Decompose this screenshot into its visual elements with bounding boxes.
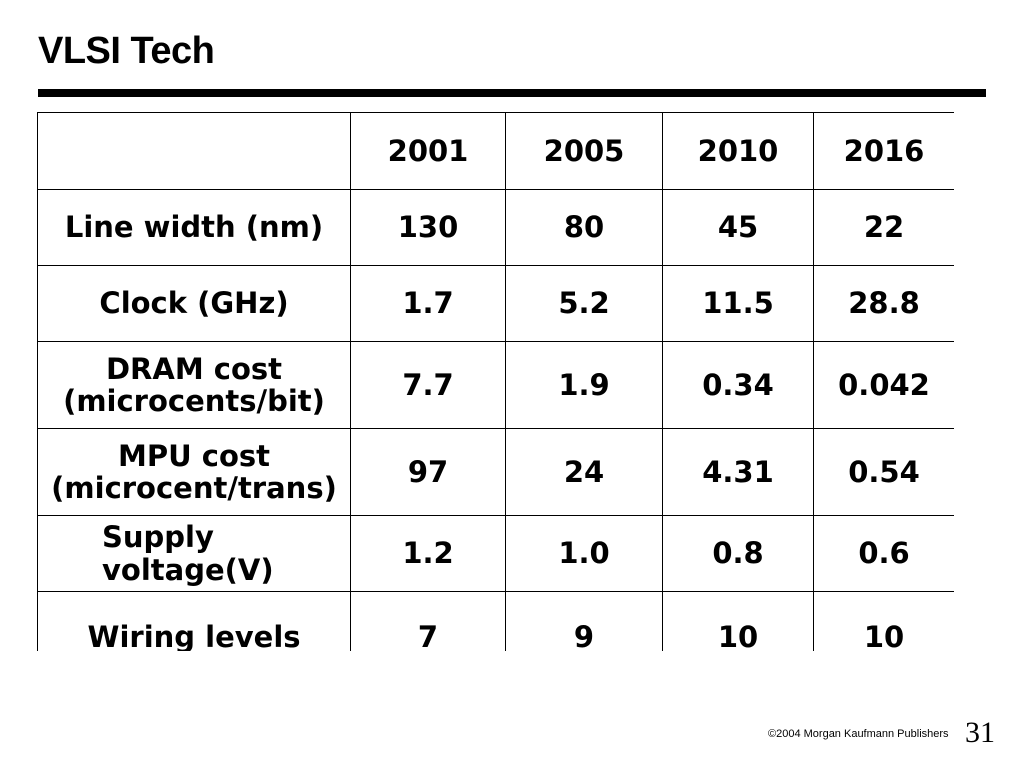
row-label: MPU cost (microcent/trans) xyxy=(37,428,351,516)
row-label: Wiring levels xyxy=(37,591,351,651)
table-row: MPU cost (microcent/trans) 97 24 4.31 0.… xyxy=(37,428,954,516)
table-cell: 28.8 xyxy=(813,265,954,342)
slide-title: VLSI Tech xyxy=(38,30,215,72)
table-cell: 4.31 xyxy=(662,428,814,516)
table-cell: 22 xyxy=(813,189,954,266)
header-year-cell: 2005 xyxy=(505,112,663,190)
table-row: Clock (GHz) 1.7 5.2 11.5 28.8 xyxy=(37,265,954,342)
table-cell: 1.7 xyxy=(350,265,506,342)
header-year-cell: 2010 xyxy=(662,112,814,190)
table-container: 2001 2005 2010 2016 Line width (nm) 130 … xyxy=(37,112,954,651)
table-cell: 24 xyxy=(505,428,663,516)
table-cell: 7 xyxy=(350,591,506,651)
table-row: DRAM cost (microcents/bit) 7.7 1.9 0.34 … xyxy=(37,341,954,429)
table-cell: 10 xyxy=(662,591,814,651)
header-year-cell: 2001 xyxy=(350,112,506,190)
row-label: Line width (nm) xyxy=(37,189,351,266)
table-row: Line width (nm) 130 80 45 22 xyxy=(37,189,954,266)
table-cell: 0.54 xyxy=(813,428,954,516)
table-cell: 10 xyxy=(813,591,954,651)
table-cell: 1.9 xyxy=(505,341,663,429)
table-cell: 45 xyxy=(662,189,814,266)
table-cell: 7.7 xyxy=(350,341,506,429)
table-cell: 11.5 xyxy=(662,265,814,342)
row-label: Clock (GHz) xyxy=(37,265,351,342)
table-cell: 5.2 xyxy=(505,265,663,342)
header-empty-cell xyxy=(37,112,351,190)
table-cell: 0.34 xyxy=(662,341,814,429)
table-row: Supply voltage(V) 1.2 1.0 0.8 0.6 xyxy=(37,515,954,592)
table-row: Wiring levels 7 9 10 10 xyxy=(37,591,954,651)
row-label: Supply voltage(V) xyxy=(37,515,351,592)
page-number: 31 xyxy=(965,716,995,749)
table-cell: 0.042 xyxy=(813,341,954,429)
copyright-footer: ©2004 Morgan Kaufmann Publishers xyxy=(768,728,949,740)
vlsi-data-table: 2001 2005 2010 2016 Line width (nm) 130 … xyxy=(37,112,954,651)
table-cell: 0.6 xyxy=(813,515,954,592)
table-cell: 9 xyxy=(505,591,663,651)
title-divider xyxy=(38,89,986,97)
table-cell: 0.8 xyxy=(662,515,814,592)
header-year-cell: 2016 xyxy=(813,112,954,190)
table-header-row: 2001 2005 2010 2016 xyxy=(37,112,954,190)
table-cell: 1.0 xyxy=(505,515,663,592)
table-cell: 1.2 xyxy=(350,515,506,592)
table-cell: 130 xyxy=(350,189,506,266)
row-label: DRAM cost (microcents/bit) xyxy=(37,341,351,429)
table-cell: 97 xyxy=(350,428,506,516)
table-cell: 80 xyxy=(505,189,663,266)
